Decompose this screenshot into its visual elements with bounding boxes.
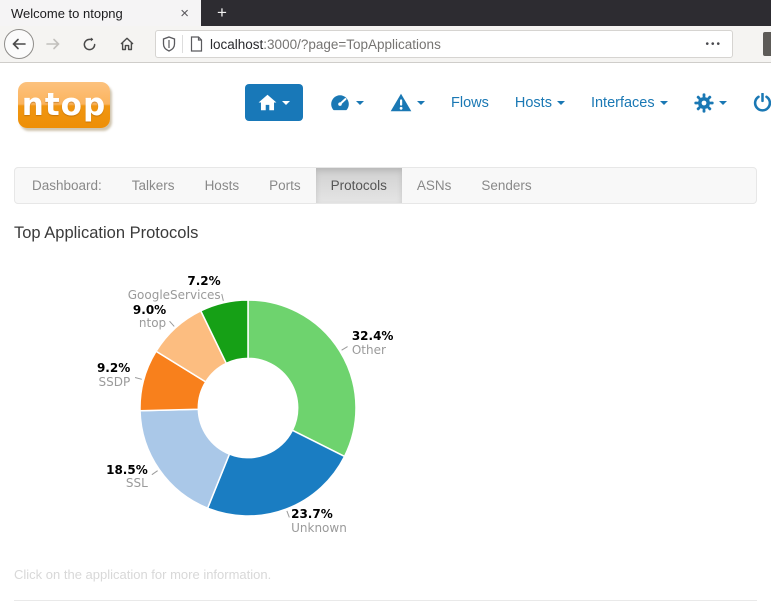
- caret-down-icon: [718, 100, 727, 105]
- reload-button[interactable]: [75, 30, 103, 58]
- url-host: localhost: [210, 36, 264, 52]
- slice-label-googleservices: 7.2% GoogleServices: [127, 274, 221, 303]
- slice-name: Unknown: [291, 521, 347, 536]
- slice-name: GoogleServices: [127, 288, 221, 303]
- donut-slice-ssl[interactable]: [139, 408, 231, 510]
- label-connector: [169, 320, 175, 327]
- toolbar-overflow-icon[interactable]: [763, 32, 771, 56]
- url-path: :3000/?page=TopApplications: [263, 36, 441, 52]
- slice-percent: 18.5%: [106, 462, 148, 477]
- slice-label-ssdp: 9.2% SSDP: [97, 362, 130, 390]
- label-connector: [341, 346, 348, 351]
- browser-toolbar: localhost:3000/?page=TopApplications •••: [0, 26, 771, 63]
- settings-gear-icon: [694, 92, 714, 113]
- home-button-browser[interactable]: [113, 30, 141, 58]
- slice-name: Other: [351, 342, 386, 357]
- new-tab-button[interactable]: +: [217, 3, 227, 22]
- slice-percent: 32.4%: [351, 329, 394, 344]
- subnav-item-senders[interactable]: Senders: [481, 178, 532, 193]
- subnav-item-hosts[interactable]: Hosts: [204, 178, 240, 193]
- subnav-prefix: Dashboard:: [32, 178, 102, 193]
- home-icon: [258, 94, 277, 111]
- power-icon: [753, 93, 771, 112]
- label-connector: [221, 293, 224, 301]
- page-info-icon: [190, 36, 203, 52]
- slice-label-unknown: 23.7% Unknown: [291, 508, 347, 536]
- slice-label-ssl: 18.5% SSL: [106, 462, 148, 492]
- main-nav: Flows Hosts Interfaces: [245, 84, 771, 121]
- donut-slice-unknown[interactable]: [206, 429, 346, 517]
- slice-label-other: 32.4% Other: [351, 329, 394, 358]
- ntop-logo-text: ntop: [21, 87, 107, 123]
- slice-percent: 7.2%: [187, 274, 221, 289]
- dashboard-subnav: Dashboard: Talkers Hosts Ports Protocols ASN…: [14, 167, 757, 204]
- back-button[interactable]: [4, 29, 34, 59]
- donut-slice-googleservices[interactable]: [199, 299, 249, 365]
- chart-help-text: Click on the application for more inform…: [14, 567, 272, 582]
- ntopng-header: ntop: [0, 64, 771, 154]
- tab-title: Welcome to ntopng: [11, 5, 123, 21]
- nav-dashboard-dropdown[interactable]: [329, 93, 364, 113]
- nav-settings-dropdown[interactable]: [694, 92, 727, 113]
- forward-arrow-icon: [46, 38, 60, 50]
- nav-flows-link[interactable]: Flows: [451, 95, 489, 111]
- forward-button[interactable]: [39, 30, 67, 58]
- nav-interfaces-dropdown[interactable]: Interfaces: [591, 95, 668, 111]
- reload-icon: [83, 36, 95, 50]
- nav-hosts-dropdown[interactable]: Hosts: [515, 95, 565, 111]
- label-connector: [134, 376, 142, 380]
- nav-power-dropdown[interactable]: [753, 93, 771, 112]
- nav-alerts-dropdown[interactable]: [390, 93, 425, 112]
- nav-flows-label: Flows: [451, 94, 489, 111]
- alerts-warning-icon: [390, 93, 412, 112]
- slice-label-ntop: 9.0% ntop: [132, 302, 167, 332]
- back-arrow-icon: [12, 38, 26, 50]
- label-connector: [151, 470, 158, 476]
- dashboard-gauge-icon: [329, 94, 351, 113]
- protocols-donut-chart: 32.4% Other 23.7% Unknown 18.5% SSL 9.2% SSDP 9.…: [0, 257, 540, 559]
- donut-slice-other[interactable]: [247, 299, 357, 458]
- nav-interfaces-label: Interfaces: [590, 94, 655, 111]
- slice-percent: 9.0%: [132, 302, 167, 317]
- nav-hosts-label: Hosts: [514, 94, 552, 111]
- caret-down-icon: [556, 100, 565, 105]
- slice-name: SSL: [125, 476, 148, 491]
- ntopng-page: ntop: [0, 64, 771, 601]
- page-title: Top Application Protocols: [14, 224, 199, 242]
- subnav-item-ports[interactable]: Ports: [269, 178, 301, 193]
- subnav-item-talkers[interactable]: Talkers: [131, 178, 175, 193]
- ntop-logo[interactable]: ntop: [18, 82, 110, 128]
- donut-svg: [134, 293, 357, 518]
- url-separator: [182, 35, 183, 53]
- caret-down-icon: [356, 100, 364, 105]
- slice-name: ntop: [138, 316, 167, 331]
- shield-tracking-icon: [162, 36, 176, 52]
- tab-close-icon[interactable]: ×: [180, 4, 189, 22]
- slice-percent: 23.7%: [291, 507, 333, 522]
- label-connector: [286, 510, 290, 518]
- page-actions-icon[interactable]: •••: [705, 38, 722, 50]
- browser-tab-bar: Welcome to ntopng × +: [0, 0, 771, 26]
- home-icon-browser: [120, 37, 134, 51]
- slice-name: SSDP: [98, 375, 131, 390]
- nav-home-dropdown[interactable]: [245, 84, 303, 121]
- url-text: localhost:3000/?page=TopApplications: [210, 37, 701, 52]
- caret-down-icon: [417, 100, 425, 105]
- subnav-item-asns[interactable]: ASNs: [416, 178, 452, 193]
- browser-tab[interactable]: Welcome to ntopng ×: [0, 0, 201, 26]
- slice-percent: 9.2%: [96, 361, 131, 376]
- subnav-item-protocols[interactable]: Protocols: [315, 168, 402, 203]
- url-bar[interactable]: localhost:3000/?page=TopApplications •••: [155, 30, 733, 58]
- caret-down-icon: [659, 100, 668, 105]
- caret-down-icon: [282, 100, 290, 105]
